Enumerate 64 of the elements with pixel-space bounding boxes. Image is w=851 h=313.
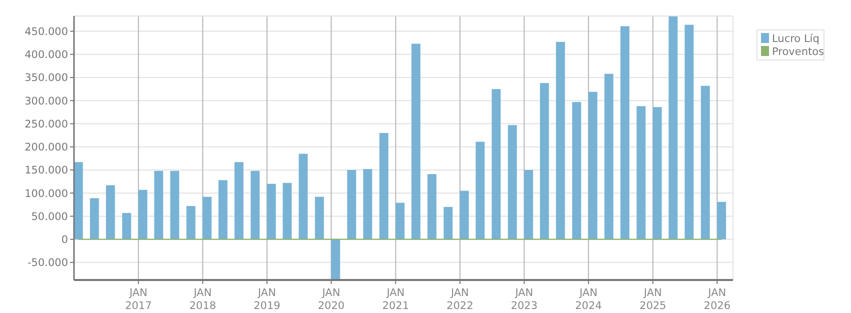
legend-label: Proventos <box>772 46 824 58</box>
bar <box>700 86 710 240</box>
bar <box>604 74 614 240</box>
x-tick-label: JAN 2019 <box>254 287 280 312</box>
y-tick-label: 450.000 <box>24 26 68 38</box>
bar <box>572 102 582 240</box>
x-tick-label: JAN 2020 <box>318 287 345 312</box>
bar <box>331 239 340 280</box>
y-tick-label: 100.000 <box>24 188 68 200</box>
bar <box>90 198 99 240</box>
bar <box>154 170 164 240</box>
bar <box>234 162 244 240</box>
bar <box>636 106 646 240</box>
y-tick-label: 50.000 <box>31 210 68 223</box>
bar <box>444 206 453 240</box>
bar <box>138 190 148 240</box>
bar <box>218 180 228 240</box>
y-tick-label: 150.000 <box>24 164 68 177</box>
y-tick-label: 200.000 <box>24 142 68 154</box>
y-tick-label: 350.000 <box>24 72 68 84</box>
bar <box>524 170 534 240</box>
bar <box>202 196 212 240</box>
bar <box>186 206 196 240</box>
x-tick-label: JAN 2024 <box>575 287 602 312</box>
bar <box>314 196 324 240</box>
bar <box>74 162 83 240</box>
bar <box>540 83 549 240</box>
bar <box>460 190 469 240</box>
x-tick-label: JAN 2025 <box>640 287 666 312</box>
bar <box>492 89 501 240</box>
y-tick-label: 300.000 <box>24 95 68 108</box>
bar <box>266 184 276 240</box>
x-tick-label: JAN 2017 <box>125 287 152 312</box>
x-tick-label: JAN 2023 <box>510 287 538 312</box>
legend-label: Lucro Líq <box>772 33 820 45</box>
bar <box>379 132 388 240</box>
bar <box>652 107 662 240</box>
bar <box>684 24 694 240</box>
bar <box>347 170 356 240</box>
bar <box>122 212 132 240</box>
bar <box>170 170 180 240</box>
y-tick-label: -50.000 <box>27 257 68 270</box>
bar <box>476 142 485 240</box>
bar <box>588 92 598 240</box>
bar <box>668 16 678 240</box>
y-tick-label: 0 <box>61 234 68 246</box>
bar <box>106 185 115 240</box>
bar <box>396 202 405 240</box>
bar <box>282 182 292 240</box>
bar <box>411 44 420 240</box>
y-tick-label: 250.000 <box>24 118 68 130</box>
bar <box>508 125 517 240</box>
bar <box>250 170 260 240</box>
bar <box>556 42 565 240</box>
x-tick-label: JAN 2026 <box>704 287 731 312</box>
bar <box>717 202 726 240</box>
bar <box>620 26 630 240</box>
bar <box>363 169 372 240</box>
bar <box>427 174 436 240</box>
y-tick-label: 400.000 <box>24 49 68 62</box>
bar <box>298 154 308 240</box>
x-tick-label: JAN 2021 <box>382 287 410 312</box>
x-tick-label: JAN 2022 <box>446 287 474 312</box>
x-tick-label: JAN 2018 <box>189 287 216 312</box>
